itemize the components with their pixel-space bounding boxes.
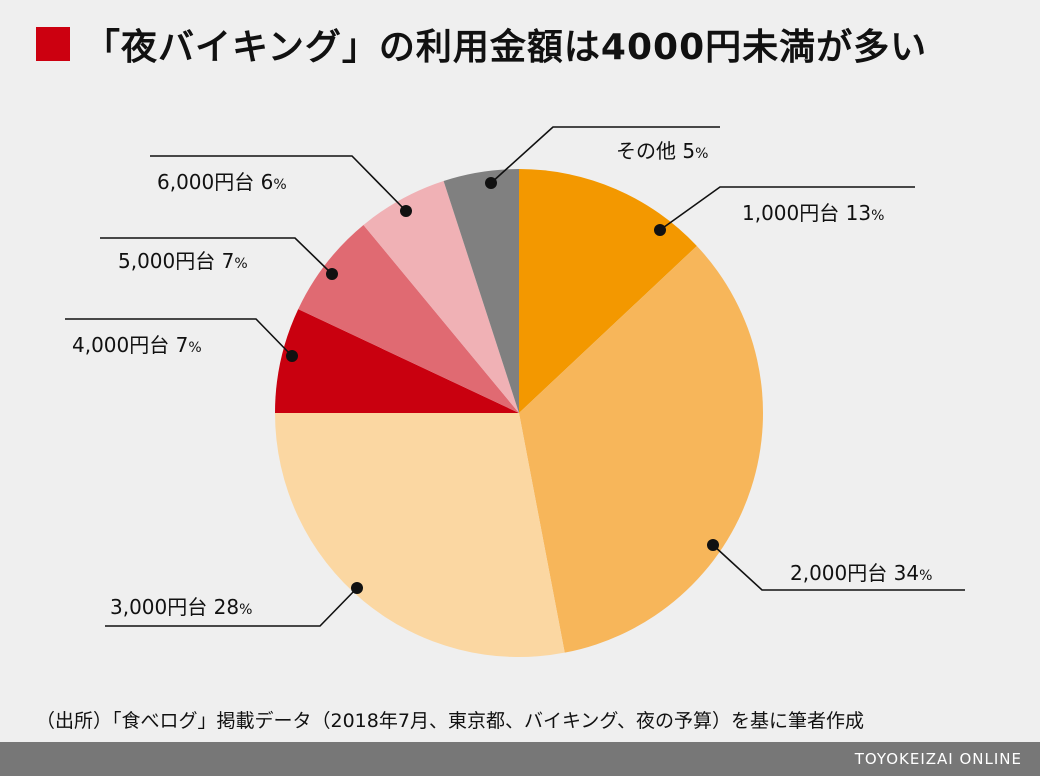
slice-label-6: 6,000円台 6% [157,170,287,194]
slice-label-2: 2,000円台 34% [790,561,932,585]
leader-dot-6 [400,205,412,217]
leader-dot-1 [654,224,666,236]
chart-title-block: 「夜バイキング」の利用金額は4000円未満が多い [36,18,927,70]
leader-dot-2 [707,539,719,551]
leader-line-1 [659,186,915,231]
slice-label-5: 5,000円台 7% [118,249,248,273]
leader-dot-7 [485,177,497,189]
pie-chart: 1,000円台 13% 2,000円台 34% 3,000円台 28% 4,000円台… [65,126,965,658]
footer-bar: TOYOKEIZAI ONLINE [0,742,1040,776]
title-marker [36,27,70,61]
slice-label-1: 1,000円台 13% [742,201,884,225]
pie-slice-3 [274,413,565,658]
slice-label-3: 3,000円台 28% [110,595,252,619]
leader-line-5 [100,237,333,275]
leader-line-6 [150,155,407,212]
slice-label-4: 4,000円台 7% [72,333,202,357]
leader-dot-4 [286,350,298,362]
footer-brand: TOYOKEIZAI ONLINE [854,750,1022,768]
pie-slice-1 [519,169,697,413]
pie-slice-6 [363,180,519,413]
pie-slice-7 [443,169,519,413]
leader-line-2 [712,544,965,591]
pie-slice-4 [275,309,519,413]
pie-slice-2 [519,245,764,653]
leader-line-7 [490,126,720,184]
pie-slice-5 [298,224,519,413]
leader-dot-5 [326,268,338,280]
leader-line-4 [65,318,293,357]
leader-line-3 [105,587,358,627]
chart-title: 「夜バイキング」の利用金額は4000円未満が多い [84,27,928,68]
source-note: （出所）「食べログ」掲載データ（2018年7月、東京都、バイキング、夜の予算）を… [36,710,865,732]
slice-label-7: その他 5% [616,139,708,163]
leader-dot-3 [351,582,363,594]
